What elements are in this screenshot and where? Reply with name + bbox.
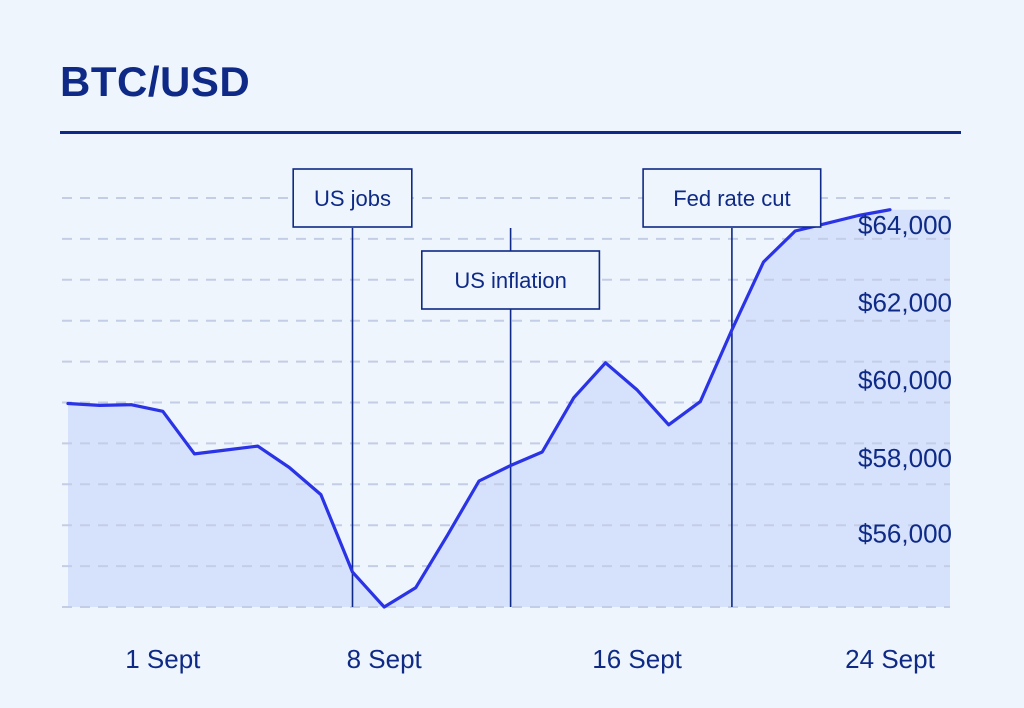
y-tick-label: $62,000 bbox=[858, 288, 952, 318]
annotation-box bbox=[420, 250, 601, 310]
annotation-label: US inflation bbox=[454, 268, 567, 293]
price-area-fill bbox=[68, 209, 950, 607]
x-tick-label: 24 Sept bbox=[845, 644, 935, 674]
x-tick-label: 1 Sept bbox=[125, 644, 201, 674]
y-tick-label: $58,000 bbox=[858, 443, 952, 473]
annotation-label: Fed rate cut bbox=[673, 186, 790, 211]
y-tick-label: $64,000 bbox=[858, 210, 952, 240]
price-line bbox=[66, 208, 892, 609]
annotation-label: US jobs bbox=[314, 186, 391, 211]
annotation-box bbox=[642, 168, 822, 228]
x-tick-label: 16 Sept bbox=[592, 644, 682, 674]
y-tick-label: $56,000 bbox=[858, 518, 952, 548]
annotation-box bbox=[292, 168, 413, 228]
y-tick-label: $60,000 bbox=[858, 365, 952, 395]
x-tick-label: 8 Sept bbox=[347, 644, 423, 674]
title-divider bbox=[60, 131, 961, 134]
page-title: BTC/USD bbox=[60, 58, 251, 105]
